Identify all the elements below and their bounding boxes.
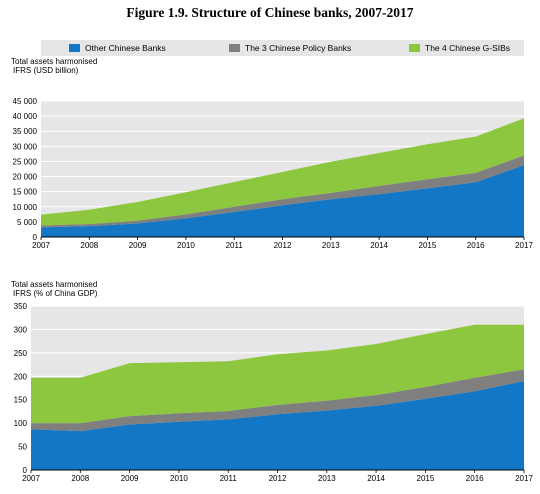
x-tick-label: 2010 bbox=[170, 474, 188, 483]
x-tick-label: 2014 bbox=[367, 474, 385, 483]
y-axis-label: IFRS (USD billion) bbox=[13, 66, 79, 75]
x-tick-label: 2008 bbox=[71, 474, 89, 483]
x-tick-label: 2014 bbox=[370, 241, 388, 250]
area-series-3 bbox=[41, 118, 524, 226]
x-tick-label: 2013 bbox=[322, 241, 340, 250]
chart-2: 0 50 100 150 200 250 300 350 2007 2008 2009 2010 201… bbox=[11, 280, 533, 483]
y-tick-label: 10 000 bbox=[13, 203, 38, 212]
y-tick-label: 150 bbox=[14, 396, 28, 405]
x-tick-label: 2013 bbox=[318, 474, 336, 483]
y-tick-label: 45 000 bbox=[13, 97, 38, 106]
legend-label-gsibs: The 4 Chinese G-SIBs bbox=[425, 43, 511, 53]
y-tick-label: 0 bbox=[23, 466, 28, 475]
area-series-1 bbox=[41, 165, 524, 237]
x-tick-label: 2011 bbox=[220, 474, 238, 483]
y-tick-label: 0 bbox=[33, 233, 38, 242]
legend-label-other-banks: Other Chinese Banks bbox=[85, 43, 166, 53]
x-tick-label: 2017 bbox=[515, 474, 533, 483]
x-tick-label: 2008 bbox=[80, 241, 98, 250]
y-tick-label: 300 bbox=[14, 325, 28, 334]
x-tick-label: 2016 bbox=[466, 474, 484, 483]
chart-legend: Other Chinese Banks The 3 Chinese Policy… bbox=[41, 40, 524, 56]
legend-item-other-banks: Other Chinese Banks bbox=[69, 40, 166, 56]
x-tick-label: 2011 bbox=[226, 241, 244, 250]
area-series-2 bbox=[31, 369, 524, 432]
y-tick-label: 30 000 bbox=[13, 142, 38, 151]
legend-label-policy-banks: The 3 Chinese Policy Banks bbox=[245, 43, 352, 53]
y-tick-label: 20 000 bbox=[13, 173, 38, 182]
y-tick-label: 25 000 bbox=[13, 157, 38, 166]
y-tick-label: 35 000 bbox=[13, 127, 38, 136]
y-axis-label: Total assets harmonised bbox=[11, 280, 97, 289]
y-tick-label: 15 000 bbox=[13, 188, 38, 197]
y-tick-label: 50 bbox=[18, 443, 27, 452]
y-tick-label: 250 bbox=[14, 349, 28, 358]
y-tick-label: 350 bbox=[14, 302, 28, 311]
figure-title: Figure 1.9. Structure of Chinese banks, … bbox=[126, 5, 414, 20]
legend-swatch-other-banks bbox=[69, 44, 80, 52]
x-tick-label: 2007 bbox=[22, 474, 40, 483]
x-tick-label: 2009 bbox=[121, 474, 139, 483]
y-axis-label: Total assets harmonised bbox=[11, 57, 97, 66]
legend-swatch-policy-banks bbox=[229, 44, 240, 52]
legend-item-policy-banks: The 3 Chinese Policy Banks bbox=[229, 40, 351, 56]
y-tick-label: 200 bbox=[14, 372, 28, 381]
x-tick-label: 2016 bbox=[467, 241, 485, 250]
x-tick-label: 2015 bbox=[419, 241, 437, 250]
y-axis-label: IFRS (% of China GDP) bbox=[13, 289, 98, 298]
x-tick-label: 2010 bbox=[177, 241, 195, 250]
x-tick-label: 2012 bbox=[274, 241, 292, 250]
y-tick-label: 5 000 bbox=[17, 218, 38, 227]
x-tick-label: 2015 bbox=[417, 474, 435, 483]
legend-swatch-gsibs bbox=[409, 44, 420, 52]
y-tick-label: 100 bbox=[14, 419, 28, 428]
y-tick-label: 40 000 bbox=[13, 112, 38, 121]
chart-1: 0 5 000 10 000 15 000 20 000 25 000 30 000 35 0… bbox=[11, 57, 533, 250]
x-tick-label: 2007 bbox=[32, 241, 50, 250]
x-tick-label: 2009 bbox=[129, 241, 147, 250]
x-tick-label: 2017 bbox=[515, 241, 533, 250]
area-series-3 bbox=[31, 324, 524, 424]
x-tick-label: 2012 bbox=[269, 474, 287, 483]
legend-item-gsibs: The 4 Chinese G-SIBs bbox=[409, 40, 510, 56]
area-series-1 bbox=[31, 380, 524, 470]
